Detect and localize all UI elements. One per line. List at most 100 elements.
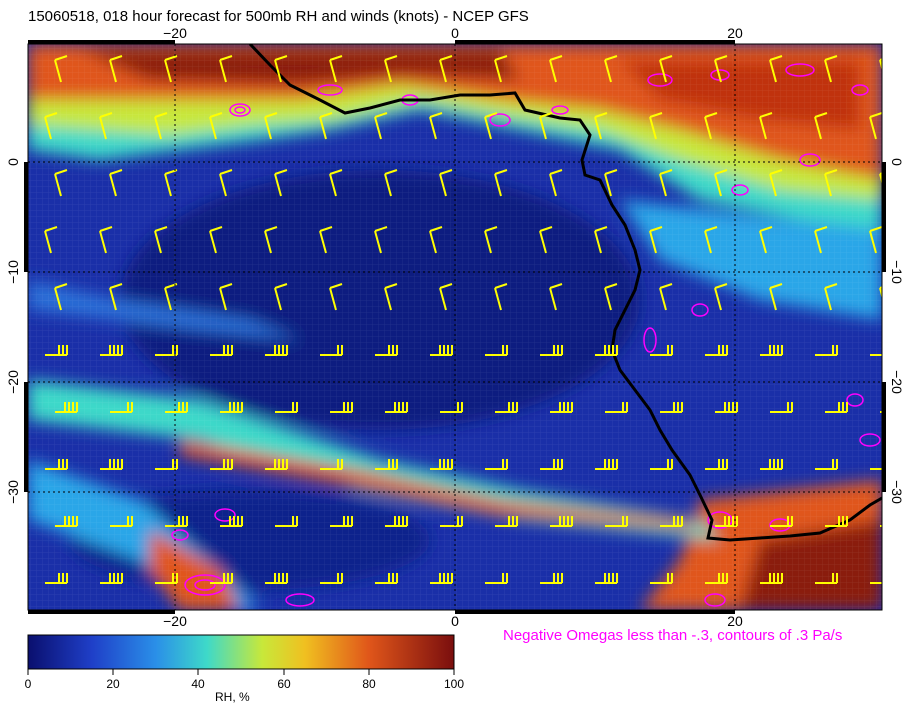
wind-barb xyxy=(605,516,628,527)
wind-barb xyxy=(484,226,498,254)
wind-barb xyxy=(54,169,68,197)
wind-barb xyxy=(329,169,343,197)
wind-barb xyxy=(540,345,563,356)
wind-barb xyxy=(759,112,773,140)
wind-barb xyxy=(329,283,343,311)
wind-barb xyxy=(155,573,178,584)
wind-barb xyxy=(595,459,618,470)
wind-barb xyxy=(374,112,388,140)
wind-barb xyxy=(55,402,78,413)
wind-barb xyxy=(265,459,288,470)
wind-barb xyxy=(154,226,168,254)
wind-barb xyxy=(385,402,408,413)
wind-barb xyxy=(109,283,123,311)
wind-barb xyxy=(649,112,663,140)
wind-barb xyxy=(879,172,882,186)
wind-barb xyxy=(870,468,882,470)
wind-barb xyxy=(769,55,783,83)
wind-barb xyxy=(320,459,343,470)
wind-barb xyxy=(164,55,178,83)
wind-barb xyxy=(815,459,838,470)
page-title: 15060518, 018 hour forecast for 500mb RH… xyxy=(28,8,529,25)
wind-barb xyxy=(439,283,453,311)
wind-barb xyxy=(265,345,288,356)
wind-barb xyxy=(550,516,573,527)
wind-barb xyxy=(659,283,673,311)
wind-barb xyxy=(209,226,223,254)
wind-barb xyxy=(494,169,508,197)
rh-field xyxy=(28,44,882,610)
wind-barb xyxy=(440,402,463,413)
wind-barb xyxy=(595,573,618,584)
wind-barb xyxy=(650,345,673,356)
wind-barb xyxy=(320,345,343,356)
wind-barb xyxy=(595,345,618,356)
wind-barb xyxy=(760,459,783,470)
wind-barb xyxy=(384,169,398,197)
wind-barb xyxy=(495,516,518,527)
wind-barb xyxy=(539,226,553,254)
wind-barb xyxy=(54,283,68,311)
wind-barb xyxy=(319,112,333,140)
wind-barb xyxy=(485,573,508,584)
lon-label-top: 0 xyxy=(451,25,459,41)
wind-barb xyxy=(770,402,793,413)
wind-barb xyxy=(704,226,718,254)
wind-barb xyxy=(45,345,68,356)
wind-barb xyxy=(824,283,838,311)
wind-barb xyxy=(430,345,453,356)
wind-barb xyxy=(100,345,123,356)
wind-barb xyxy=(769,169,783,197)
colorbar xyxy=(27,634,455,675)
lat-label-right: −10 xyxy=(889,260,905,284)
wind-barb xyxy=(99,112,113,140)
lat-label-left: 0 xyxy=(5,158,21,166)
wind-barb xyxy=(604,283,618,311)
wind-barb xyxy=(210,345,233,356)
wind-barb xyxy=(429,112,443,140)
wind-barb xyxy=(824,169,838,197)
wind-barb xyxy=(825,402,848,413)
wind-barb xyxy=(99,226,113,254)
wind-barb xyxy=(329,55,343,83)
wind-barb xyxy=(385,516,408,527)
wind-barb xyxy=(485,459,508,470)
wind-barb xyxy=(660,516,683,527)
wind-barb xyxy=(55,516,78,527)
wind-barb xyxy=(659,169,673,197)
wind-barb xyxy=(594,226,608,254)
lon-label-bottom: 0 xyxy=(451,613,459,629)
lon-label-top: 20 xyxy=(727,25,743,41)
wind-barb xyxy=(384,283,398,311)
wind-barb xyxy=(220,402,243,413)
wind-barb xyxy=(495,402,518,413)
wind-barb xyxy=(879,58,882,72)
wind-barb xyxy=(109,169,123,197)
wind-barb xyxy=(549,55,563,83)
wind-barb xyxy=(714,283,728,311)
wind-barb xyxy=(384,55,398,83)
wind-barb xyxy=(165,516,188,527)
wind-barb xyxy=(44,112,58,140)
colorbar-tick: 80 xyxy=(362,677,376,691)
wind-barb xyxy=(485,345,508,356)
wind-barb xyxy=(659,55,673,83)
wind-barb xyxy=(45,459,68,470)
wind-barb xyxy=(274,283,288,311)
wind-barb xyxy=(540,573,563,584)
wind-barb xyxy=(549,169,563,197)
lon-label-bottom: 20 xyxy=(727,613,743,629)
wind-barb xyxy=(265,573,288,584)
wind-barb xyxy=(715,402,738,413)
wind-barb xyxy=(165,402,188,413)
wind-barb xyxy=(429,226,443,254)
wind-barb xyxy=(494,283,508,311)
wind-barb xyxy=(815,345,838,356)
wind-barb xyxy=(154,112,168,140)
colorbar-tick: 100 xyxy=(443,677,465,691)
wind-barb xyxy=(430,573,453,584)
wind-barb xyxy=(374,226,388,254)
wind-barb xyxy=(210,459,233,470)
wind-barb xyxy=(219,283,233,311)
